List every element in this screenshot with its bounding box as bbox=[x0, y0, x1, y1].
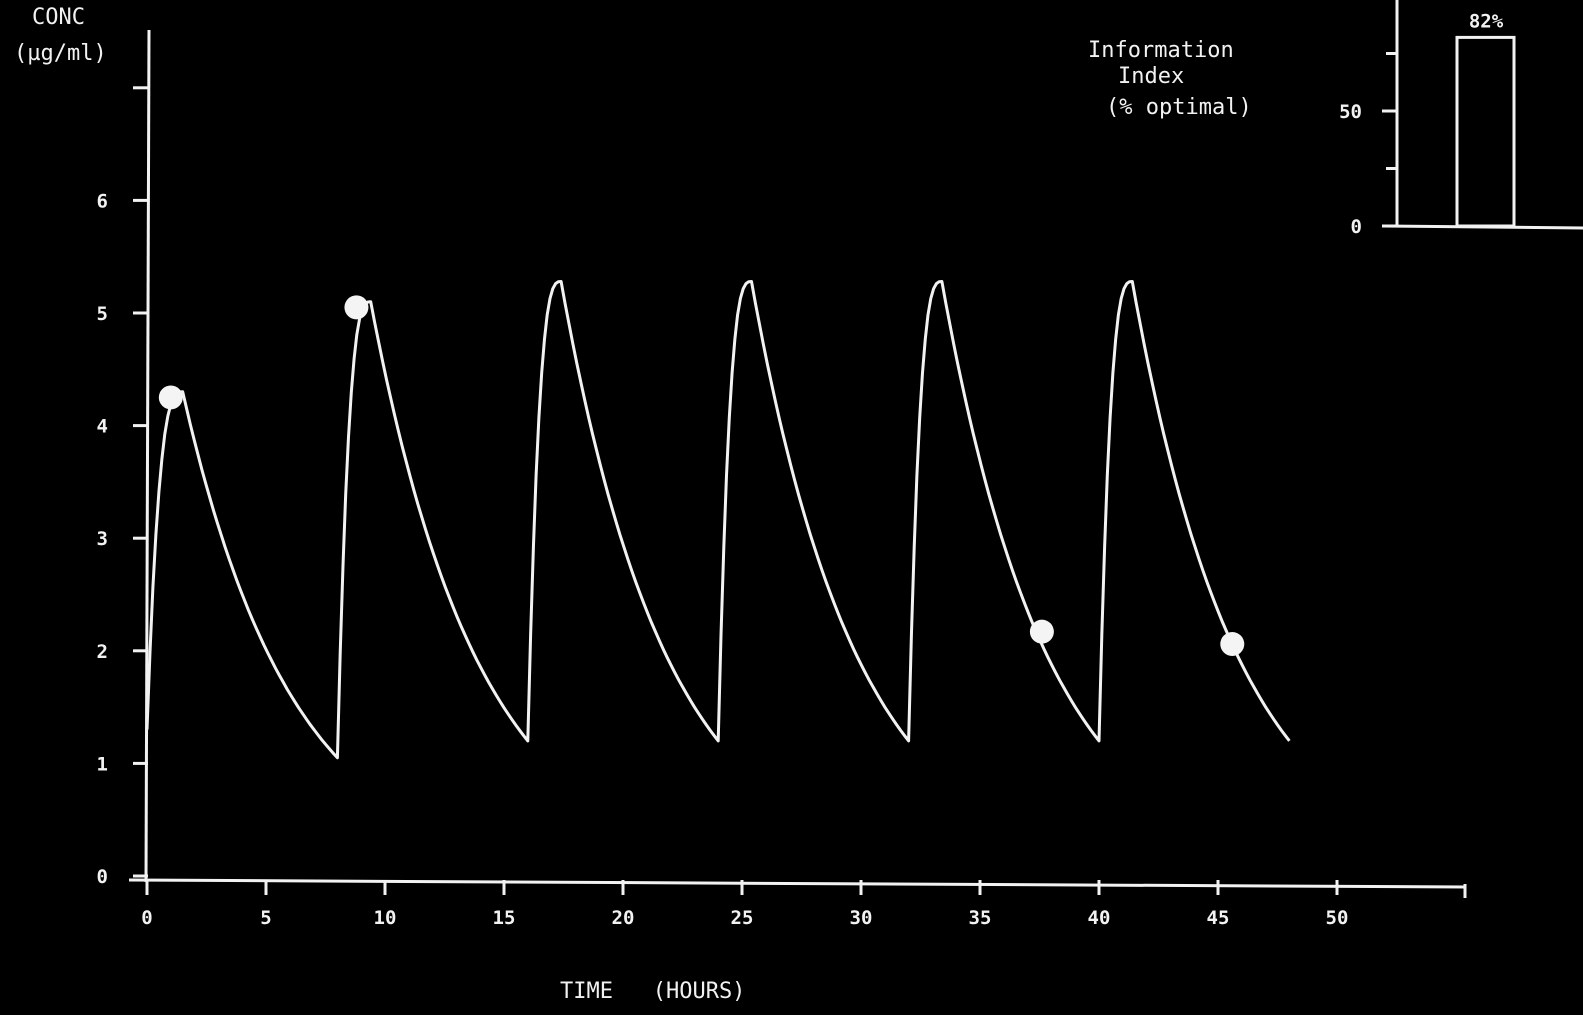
marker-group bbox=[158, 295, 1245, 657]
inset-title-line3: (% optimal) bbox=[1106, 95, 1252, 120]
inset-y-tick-label: 0 bbox=[1351, 216, 1362, 238]
data-point-marker bbox=[158, 385, 183, 410]
y-axis-line bbox=[144, 29, 151, 883]
x-tick-label: 25 bbox=[731, 907, 754, 929]
data-point-marker bbox=[1220, 632, 1245, 657]
x-tick-label: 15 bbox=[493, 907, 516, 929]
inset-title-line1: Information bbox=[1088, 38, 1234, 63]
x-tick-label: 0 bbox=[141, 907, 152, 929]
y-axis-label-line2: (µg/ml) bbox=[14, 41, 107, 66]
y-tick-label: 1 bbox=[97, 753, 108, 775]
x-tick-label: 30 bbox=[850, 907, 873, 929]
x-tick-label: 45 bbox=[1207, 907, 1230, 929]
data-point-marker bbox=[1029, 619, 1054, 644]
data-point-marker bbox=[344, 295, 369, 320]
y-tick-label: 2 bbox=[97, 641, 108, 663]
concentration-curve bbox=[145, 280, 1291, 760]
series-group bbox=[145, 280, 1291, 760]
inset-bar-value-label: 82% bbox=[1469, 10, 1504, 32]
x-tick-label: 5 bbox=[260, 907, 271, 929]
x-axis-line bbox=[128, 878, 1467, 889]
y-tick-label: 6 bbox=[97, 190, 108, 212]
x-tick-label: 35 bbox=[969, 907, 992, 929]
inset-y-tick-label: 50 bbox=[1339, 101, 1362, 123]
x-tick-label: 10 bbox=[374, 907, 397, 929]
x-tick-label: 50 bbox=[1326, 907, 1349, 929]
x-axis-label: TIME (HOURS) bbox=[560, 979, 745, 1004]
y-axis-label-line1: CONC bbox=[32, 5, 85, 30]
x-tick-label: 40 bbox=[1088, 907, 1111, 929]
y-tick-label: 3 bbox=[97, 528, 108, 550]
y-tick-label: 5 bbox=[97, 303, 108, 325]
y-tick-label: 4 bbox=[97, 416, 108, 438]
inset-bar bbox=[1455, 35, 1516, 228]
y-tick-label: 0 bbox=[97, 866, 108, 888]
x-tick-label: 20 bbox=[612, 907, 635, 929]
inset-tick-group: 0 50 bbox=[1339, 52, 1397, 238]
inset-bar-group bbox=[1455, 35, 1516, 228]
inset-title-line2: Index bbox=[1118, 64, 1184, 89]
